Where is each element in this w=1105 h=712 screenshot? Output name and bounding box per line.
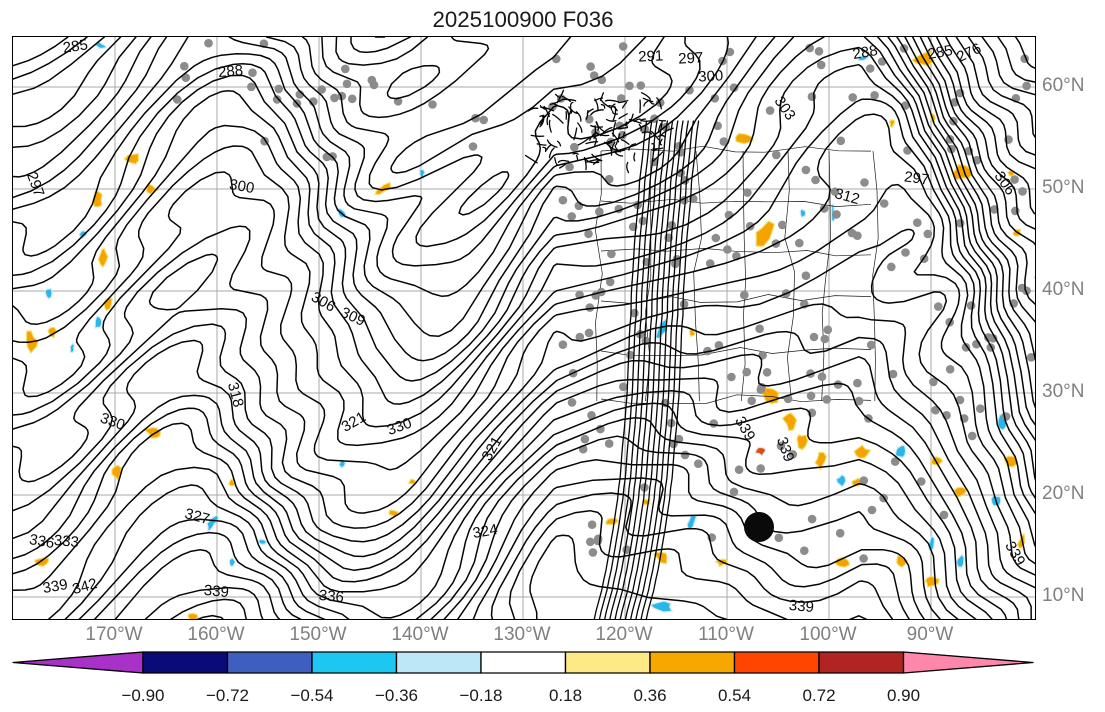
svg-text:291: 291 (638, 47, 664, 65)
svg-text:339: 339 (788, 597, 814, 616)
svg-text:297: 297 (678, 49, 704, 67)
svg-text:285: 285 (62, 37, 89, 57)
svg-text:339: 339 (41, 576, 69, 597)
svg-text:333: 333 (53, 532, 79, 551)
svg-text:324: 324 (471, 521, 499, 542)
svg-text:342: 342 (71, 575, 100, 598)
svg-text:288: 288 (217, 62, 243, 81)
svg-text:327: 327 (183, 505, 212, 528)
svg-text:297: 297 (23, 170, 48, 199)
svg-text:339: 339 (773, 435, 798, 464)
svg-text:339: 339 (203, 582, 229, 601)
svg-text:306: 306 (308, 288, 338, 315)
svg-text:300: 300 (698, 67, 724, 85)
svg-text:336: 336 (318, 587, 344, 606)
svg-text:300: 300 (228, 176, 256, 197)
svg-text:318: 318 (224, 381, 247, 410)
svg-text:288: 288 (851, 42, 879, 63)
svg-text:309: 309 (338, 304, 368, 330)
svg-text:303: 303 (771, 93, 799, 123)
svg-text:297: 297 (903, 168, 930, 188)
svg-text:336: 336 (28, 531, 56, 552)
svg-text:276: 276 (954, 40, 984, 66)
svg-text:330: 330 (98, 410, 127, 435)
